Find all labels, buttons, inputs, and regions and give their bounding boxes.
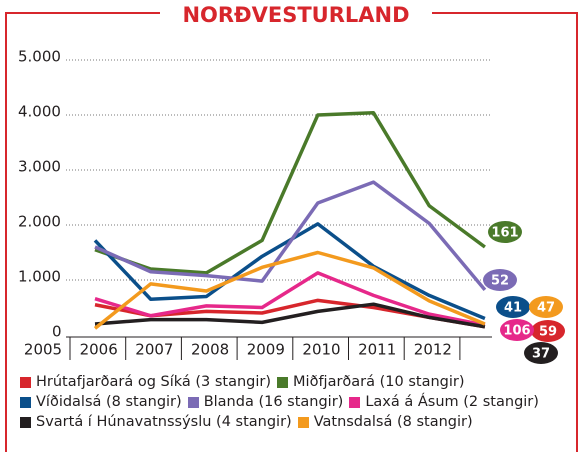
legend-item: Laxá á Ásum (2 stangir) bbox=[349, 392, 539, 412]
end-label: 47 bbox=[537, 301, 555, 316]
legend-label: Laxá á Ásum (2 stangir) bbox=[365, 394, 539, 410]
series-line bbox=[94, 111, 486, 275]
end-badge bbox=[483, 269, 517, 291]
legend-label: Víðidalsá (8 stangir) bbox=[36, 394, 182, 410]
series-line bbox=[93, 250, 486, 330]
end-badge bbox=[500, 319, 534, 341]
end-badge bbox=[531, 320, 565, 342]
legend-row: Hrútafjarðará og Síká (3 stangir) Miðfjar… bbox=[20, 372, 545, 392]
legend-label: Hrútafjarðará og Síká (3 stangir) bbox=[36, 374, 272, 390]
x-tick-label: 2006 bbox=[80, 341, 118, 359]
end-label: 41 bbox=[504, 301, 522, 316]
y-tick-label: 2.000 bbox=[18, 213, 61, 231]
end-badge bbox=[524, 342, 558, 364]
legend-label: Blanda (16 stangir) bbox=[203, 394, 344, 410]
x-tick-label: 2009 bbox=[247, 341, 285, 359]
end-badge bbox=[529, 296, 563, 318]
y-tick-label: 3.000 bbox=[18, 158, 61, 176]
legend-swatch bbox=[349, 396, 361, 408]
legend-label: Svartá í Húnavatnssýslu (4 stangir) bbox=[36, 414, 292, 430]
legend-item: Svartá í Húnavatnssýslu (4 stangir) bbox=[20, 412, 292, 432]
legend-swatch bbox=[20, 396, 31, 408]
legend-label: Vatnsdalsá (8 stangir) bbox=[313, 414, 473, 430]
y-tick-label: 4.000 bbox=[18, 103, 61, 121]
y-tick-label: 0 bbox=[52, 323, 62, 341]
end-label: 52 bbox=[491, 274, 509, 289]
series-line bbox=[94, 271, 486, 327]
legend-label: Miðfjarðará (10 stangir) bbox=[293, 374, 465, 390]
x-tick-label: 2011 bbox=[358, 341, 396, 359]
end-label: 161 bbox=[491, 226, 518, 241]
frame bbox=[5, 12, 578, 452]
x-tick-label: 2010 bbox=[302, 341, 340, 359]
legend: Hrútafjarðará og Síká (3 stangir) Miðfjar… bbox=[20, 372, 545, 432]
legend-swatch bbox=[297, 416, 309, 428]
legend-item: Miðfjarðará (10 stangir) bbox=[277, 372, 465, 392]
end-badge bbox=[488, 221, 522, 243]
legend-item: Víðidalsá (8 stangir) bbox=[20, 392, 182, 412]
end-label: 59 bbox=[539, 325, 557, 340]
legend-swatch bbox=[187, 396, 199, 408]
series-line bbox=[94, 180, 487, 292]
x-tick-label: 2007 bbox=[135, 341, 173, 359]
series-line bbox=[94, 302, 486, 329]
legend-item: Blanda (16 stangir) bbox=[187, 392, 344, 412]
x-tick-label: 2005 bbox=[24, 341, 62, 359]
x-tick-label: 2008 bbox=[191, 341, 229, 359]
end-label: 37 bbox=[532, 347, 550, 362]
x-tick-label: 2012 bbox=[414, 341, 452, 359]
y-tick-label: 5.000 bbox=[18, 48, 61, 66]
legend-row: Víðidalsá (8 stangir) Blanda (16 stangir)… bbox=[20, 392, 545, 412]
end-badge bbox=[496, 296, 530, 318]
y-tick-label: 1.000 bbox=[18, 268, 61, 286]
chart-title: NORÐVESTURLAND bbox=[182, 3, 409, 27]
legend-item: Vatnsdalsá (8 stangir) bbox=[297, 412, 473, 432]
legend-item: Hrútafjarðará og Síká (3 stangir) bbox=[20, 372, 271, 392]
end-label: 106 bbox=[503, 324, 530, 339]
legend-row: Svartá í Húnavatnssýslu (4 stangir) Vatns… bbox=[20, 412, 545, 432]
legend-swatch bbox=[20, 416, 31, 428]
legend-swatch bbox=[277, 376, 289, 388]
legend-swatch bbox=[20, 376, 31, 388]
